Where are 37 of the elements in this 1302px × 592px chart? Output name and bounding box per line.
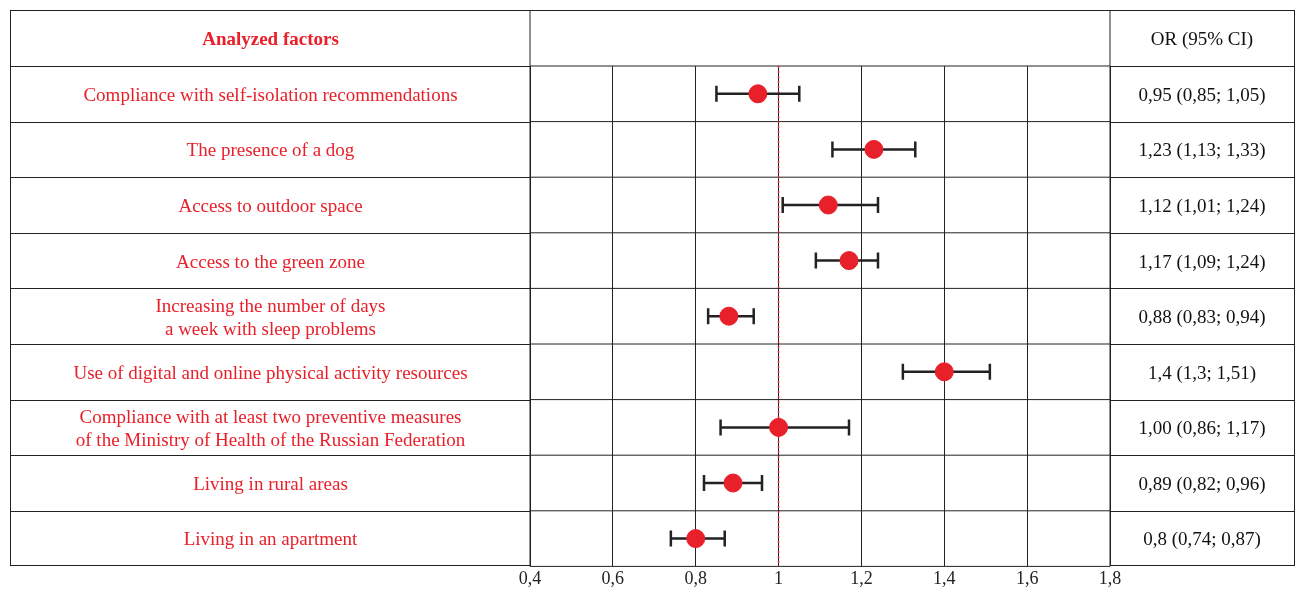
data-label: 1,23 (1,13; 1,33) bbox=[1110, 121, 1295, 178]
x-tick-label: 1,2 bbox=[850, 567, 873, 588]
y-tick-label: Compliance with at least two preventive measures of the Ministry of Health of the Russian Federation bbox=[10, 399, 530, 456]
x-tick-label: 1 bbox=[774, 567, 784, 588]
point bbox=[934, 362, 954, 382]
y-tick-label: Living in rural areas bbox=[10, 455, 530, 511]
x-tick-label: 1,8 bbox=[1098, 567, 1122, 588]
y-tick-label: Living in an apartment bbox=[10, 510, 530, 567]
data-label: 0,89 (0,82; 0,96) bbox=[1110, 455, 1295, 511]
point bbox=[769, 417, 789, 437]
y2-axis-title: OR (95% CI) bbox=[1110, 10, 1295, 66]
point bbox=[748, 84, 768, 104]
y-tick-label: Use of digital and online physical activity resources bbox=[10, 344, 530, 400]
y-tick-label: Access to the green zone bbox=[10, 232, 530, 289]
data-label: 1,17 (1,09; 1,24) bbox=[1110, 232, 1295, 289]
y-axis-title: Analyzed factors bbox=[10, 10, 530, 66]
data-label: 1,4 (1,3; 1,51) bbox=[1110, 344, 1295, 400]
point bbox=[818, 195, 838, 215]
point bbox=[686, 529, 706, 549]
data-label: 0,95 (0,85; 1,05) bbox=[1110, 66, 1295, 122]
x-tick-label: 0,4 bbox=[518, 567, 542, 588]
point bbox=[723, 473, 743, 493]
point bbox=[864, 139, 884, 159]
y-tick-label: The presence of a dog bbox=[10, 121, 530, 178]
point bbox=[839, 251, 859, 271]
y-tick-label: Access to outdoor space bbox=[10, 177, 530, 233]
x-tick-label: 0,8 bbox=[684, 567, 707, 588]
y-tick-label: Increasing the number of days a week with sleep problems bbox=[10, 288, 530, 344]
data-label: 0,8 (0,74; 0,87) bbox=[1110, 510, 1295, 567]
x-tick-label: 1,6 bbox=[1015, 567, 1039, 588]
x-tick-label: 1,4 bbox=[933, 567, 956, 588]
data-label: 1,00 (0,86; 1,17) bbox=[1110, 399, 1295, 456]
data-label: 1,12 (1,01; 1,24) bbox=[1110, 177, 1295, 233]
data-label: 0,88 (0,83; 0,94) bbox=[1110, 288, 1295, 344]
point bbox=[719, 306, 739, 326]
y-tick-label: Compliance with self-isolation recommendations bbox=[10, 66, 530, 122]
x-tick-label: 0,6 bbox=[601, 567, 625, 588]
